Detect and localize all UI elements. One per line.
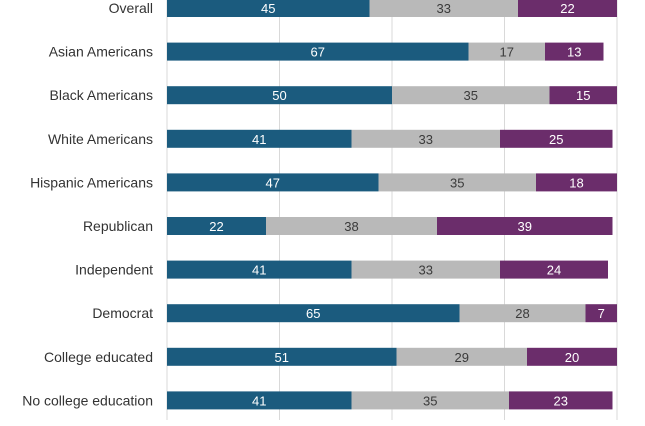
bar-segment — [468, 42, 545, 61]
category-label: Asian Americans — [49, 44, 153, 60]
bar-segment — [167, 347, 397, 366]
data-label: 15 — [576, 88, 590, 103]
bar-segment — [585, 304, 617, 323]
data-label: 23 — [554, 393, 568, 408]
data-label: 35 — [464, 88, 478, 103]
bar-segment — [549, 86, 617, 105]
data-label: 25 — [549, 132, 563, 147]
data-label: 33 — [419, 132, 433, 147]
bar-segment — [351, 260, 500, 279]
data-label: 41 — [252, 132, 266, 147]
bar-segment — [167, 304, 460, 323]
bar-segment — [167, 260, 352, 279]
data-label: 29 — [455, 350, 469, 365]
data-label: 41 — [252, 263, 266, 278]
bar-segment — [545, 42, 604, 61]
data-label: 33 — [419, 263, 433, 278]
bar-segment — [351, 391, 509, 410]
bar-segment — [167, 173, 379, 192]
data-label: 50 — [272, 88, 286, 103]
bar-segment — [351, 129, 500, 148]
category-label: Black Americans — [50, 87, 153, 103]
category-label: Overall — [109, 0, 153, 16]
data-label: 45 — [261, 1, 275, 16]
bar-segment — [509, 391, 613, 410]
data-label: 22 — [560, 1, 574, 16]
data-label: 13 — [567, 45, 581, 60]
bars: 45 33 22 67 17 13 50 35 15 41 33 25 47 35 18 22 38 39 41 33… — [167, 0, 617, 410]
category-label: Independent — [75, 262, 153, 278]
data-label: 35 — [423, 393, 437, 408]
data-label: 41 — [252, 393, 266, 408]
bar-segment — [167, 129, 352, 148]
bar-segment — [167, 0, 370, 17]
bar-segment — [392, 86, 550, 105]
bar-segment — [167, 217, 266, 235]
category-label: Democrat — [92, 305, 153, 321]
data-label: 65 — [306, 306, 320, 321]
bar-segment — [167, 391, 352, 410]
bar-segment — [527, 347, 617, 366]
data-label: 20 — [565, 350, 579, 365]
category-label: College educated — [44, 349, 153, 365]
data-label: 7 — [598, 306, 605, 321]
bar-segment — [369, 0, 518, 17]
bar-segment — [378, 173, 536, 192]
data-label: 47 — [266, 175, 280, 190]
bar-segment — [266, 217, 437, 235]
bar-segment — [437, 217, 613, 235]
data-label: 17 — [500, 45, 514, 60]
data-label: 24 — [547, 263, 561, 278]
bar-segment — [500, 129, 613, 148]
category-label: No college education — [22, 392, 153, 408]
category-label: White Americans — [48, 131, 153, 147]
category-label: Republican — [83, 218, 153, 234]
bar-segment — [536, 173, 617, 192]
data-label: 39 — [518, 219, 532, 234]
data-label: 33 — [437, 1, 451, 16]
bar-segment — [500, 260, 608, 279]
category-labels: Overall Asian Americans Black Americans Whi… — [22, 0, 153, 408]
bar-segment — [459, 304, 586, 323]
bar-segment — [167, 42, 469, 61]
data-label: 38 — [344, 219, 358, 234]
bar-segment — [167, 86, 392, 105]
bar-segment — [518, 0, 617, 17]
data-label: 22 — [209, 219, 223, 234]
bar-segment — [396, 347, 527, 366]
data-label: 67 — [311, 45, 325, 60]
data-label: 28 — [515, 306, 529, 321]
category-label: Hispanic Americans — [30, 174, 153, 190]
data-label: 35 — [450, 175, 464, 190]
data-label: 51 — [275, 350, 289, 365]
data-label: 18 — [569, 175, 583, 190]
